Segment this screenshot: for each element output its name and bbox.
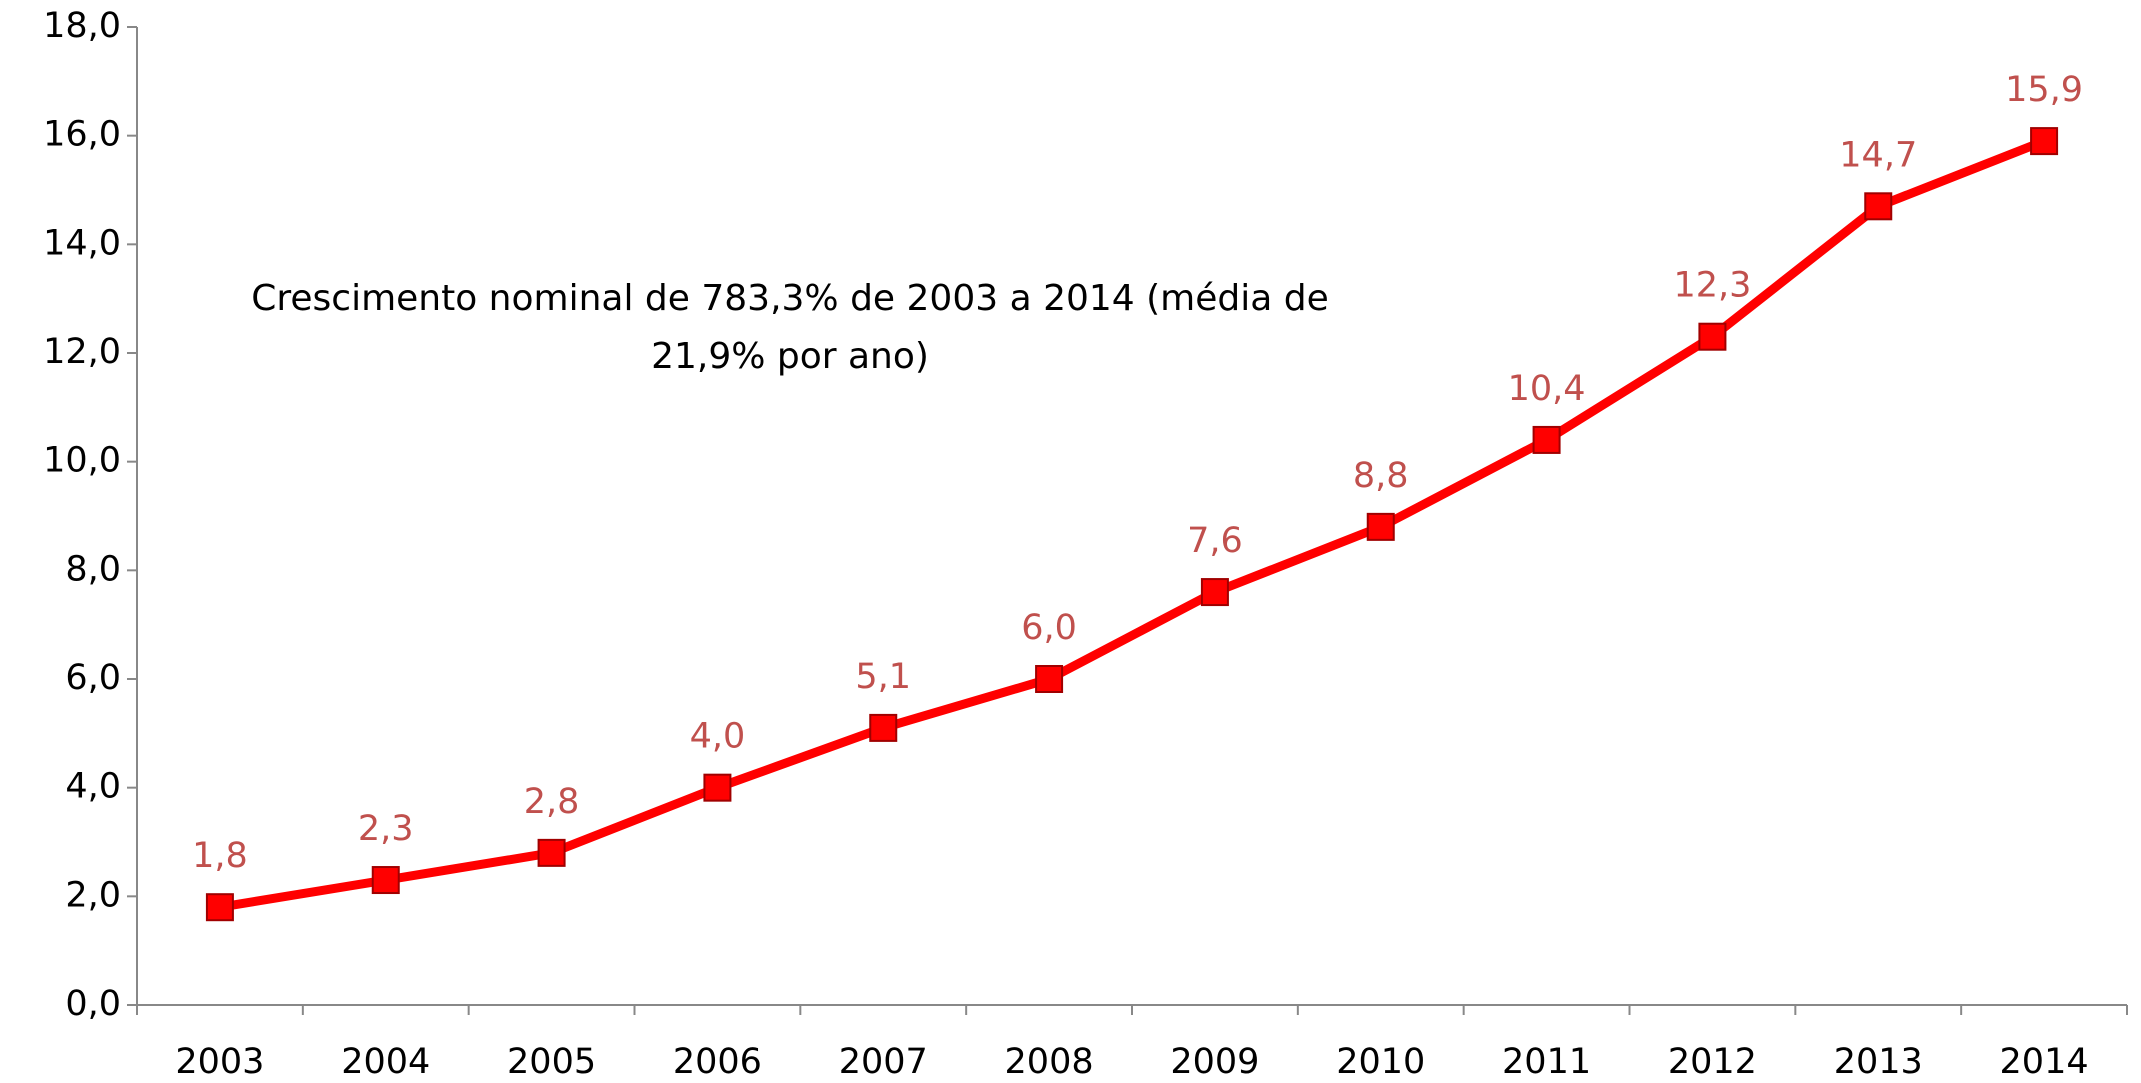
marker	[869, 713, 898, 742]
marker	[1035, 665, 1064, 693]
data-label: 12,3	[1673, 266, 1751, 306]
data-label: 4,0	[690, 717, 746, 757]
marker	[1532, 425, 1561, 454]
data-label: 2,8	[524, 782, 580, 822]
data-label: 1,8	[192, 836, 248, 876]
y-tick-label: 6,0	[65, 658, 121, 698]
data-label: 14,7	[1839, 135, 1917, 175]
x-tick-label: 2005	[507, 1042, 596, 1082]
marker	[371, 866, 400, 895]
line	[219, 136, 2046, 912]
x-tick-label: 2008	[1005, 1042, 1094, 1082]
marker	[2030, 127, 2059, 156]
y-tick-label: 4,0	[65, 767, 121, 807]
x-tick-label: 2013	[1834, 1042, 1923, 1082]
marker	[205, 893, 234, 922]
data-label: 8,8	[1353, 456, 1409, 496]
marker	[1698, 322, 1727, 351]
x-tick-label: 2012	[1668, 1042, 1757, 1082]
data-label: 7,6	[1187, 521, 1243, 561]
annotation: Crescimento nominal de 783,3% de 2003 a …	[251, 278, 1329, 377]
marker	[1366, 512, 1395, 541]
x-tick-label: 2003	[175, 1042, 264, 1082]
y-tick-label: 10,0	[43, 441, 121, 481]
data-label: 10,4	[1508, 369, 1586, 409]
y-tick-label: 16,0	[43, 115, 121, 155]
y-tick-label: 12,0	[43, 332, 121, 372]
y-tick-label: 18,0	[43, 6, 121, 46]
x-tick-label: 2004	[341, 1042, 430, 1082]
y-tick-label: 14,0	[43, 223, 121, 263]
y-tick-label: 0,0	[65, 984, 121, 1024]
x-tick-label: 2014	[2000, 1042, 2089, 1082]
x-tick-label: 2009	[1170, 1042, 1259, 1082]
y-tick-label: 8,0	[65, 549, 121, 589]
data-label: 5,1	[855, 657, 911, 697]
data-label: 2,3	[358, 809, 414, 849]
data-label: 15,9	[2005, 70, 2083, 110]
data-label: 6,0	[1021, 608, 1077, 648]
x-tick-label: 2010	[1336, 1042, 1425, 1082]
marker	[537, 838, 566, 867]
x-tick-label: 2011	[1502, 1042, 1591, 1082]
x-tick-label: 2006	[673, 1042, 762, 1082]
x-tick-label: 2007	[839, 1042, 928, 1082]
marker	[1200, 578, 1229, 607]
marker	[1864, 192, 1893, 221]
y-tick-label: 2,0	[65, 875, 121, 915]
marker	[703, 773, 732, 802]
